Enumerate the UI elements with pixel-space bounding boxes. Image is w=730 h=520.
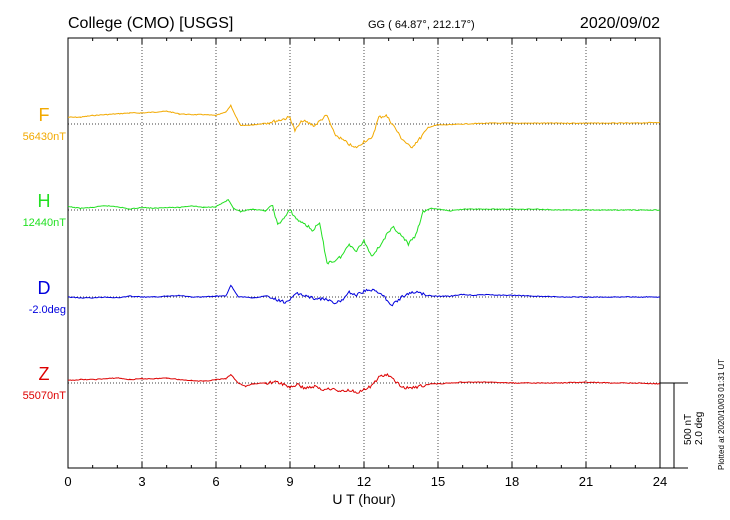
- component-letter-h: H: [38, 191, 51, 211]
- x-tick-label: 12: [357, 474, 371, 489]
- series-line-f: [68, 104, 661, 149]
- x-tick-label: 6: [212, 474, 219, 489]
- component-baseline-z: 55070nT: [23, 390, 67, 402]
- component-labels: F 56430nT H 12440nT D -2.0deg Z 55070nT: [23, 105, 67, 402]
- series-line-h: [67, 199, 661, 265]
- component-baseline-h: 12440nT: [23, 217, 67, 229]
- x-tick-label: 3: [138, 474, 145, 489]
- grid: [141, 38, 587, 468]
- series-lines: [67, 104, 661, 394]
- component-baseline-f: 56430nT: [23, 131, 67, 143]
- x-tick-label: 18: [505, 474, 519, 489]
- plotted-timestamp: Plotted at 2020/10/03 01:31 UT: [717, 359, 726, 470]
- series-line-d: [67, 284, 660, 307]
- x-ticks: [67, 38, 661, 468]
- component-letter-d: D: [38, 278, 51, 298]
- plot-frame: [67, 37, 661, 469]
- x-tick-label: 24: [653, 474, 667, 489]
- station-title: College (CMO) [USGS]: [68, 15, 233, 32]
- x-axis-title: U T (hour): [332, 491, 395, 507]
- x-tick-label: 15: [431, 474, 445, 489]
- scale-deg-label: 2.0 deg: [694, 412, 705, 445]
- x-tick-labels: 0 3 6 9 12 15 18 21 24: [64, 474, 667, 489]
- date-label: 2020/09/02: [580, 15, 660, 32]
- scale-nt-label: 500 nT: [683, 414, 694, 445]
- x-tick-label: 21: [579, 474, 593, 489]
- component-baseline-d: -2.0deg: [29, 304, 66, 316]
- component-letter-f: F: [39, 105, 50, 125]
- series-line-z: [68, 372, 661, 394]
- coordinates-label: GG ( 64.87°, 212.17°): [368, 19, 475, 31]
- component-letter-z: Z: [39, 364, 50, 384]
- x-tick-label: 0: [64, 474, 71, 489]
- x-tick-label: 9: [286, 474, 293, 489]
